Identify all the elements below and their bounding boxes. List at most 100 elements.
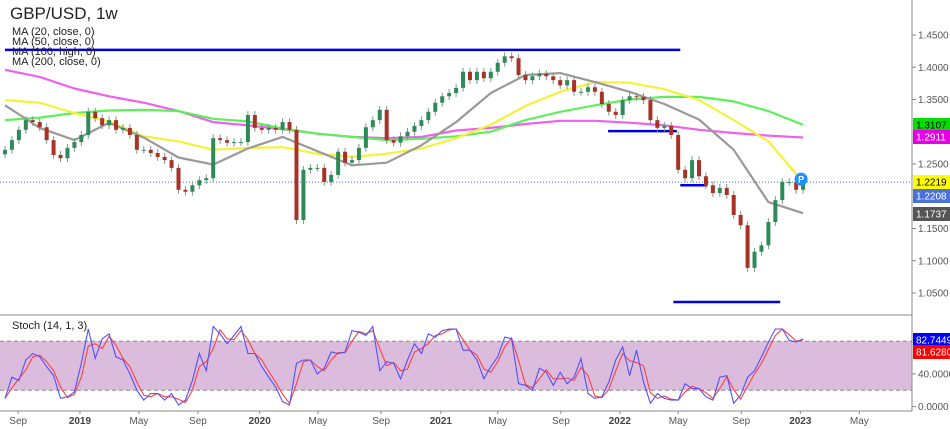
value-badge: [913, 189, 950, 203]
candle-body: [572, 80, 577, 92]
candle-body: [9, 140, 14, 150]
candle-body: [127, 127, 132, 135]
candle-body: [384, 109, 389, 141]
candle-body: [766, 222, 771, 246]
candle-body: [412, 125, 417, 132]
candle-body: [405, 131, 410, 137]
candle-body: [148, 149, 153, 154]
candle-body: [488, 71, 493, 79]
chart-title: GBP/USD, 1w: [10, 4, 118, 23]
indicator-legend: MA (20, close, 0) MA (50, close, 0) MA (…: [12, 26, 101, 68]
time-tick-label: May: [669, 416, 688, 427]
legend-ma200[interactable]: MA (200, close, 0): [12, 56, 101, 68]
time-tick-label: Sep: [372, 416, 390, 427]
candle-body: [280, 122, 285, 130]
candle-body: [322, 167, 327, 183]
candle-body: [44, 127, 49, 141]
candle-body: [86, 111, 91, 135]
candle-body: [343, 151, 348, 163]
candle-body: [683, 169, 688, 179]
candle-body: [197, 180, 202, 186]
candle-body: [273, 127, 278, 130]
candle-body: [509, 56, 514, 59]
candle-body: [336, 151, 341, 175]
candle-body: [669, 125, 674, 135]
candle-body: [627, 96, 632, 101]
candle-body: [655, 120, 660, 128]
value-badge-label: 1.2911: [916, 133, 946, 144]
candle-body: [16, 129, 21, 141]
candle-body: [65, 147, 70, 159]
candle-body: [544, 73, 549, 77]
candle-body: [558, 80, 563, 86]
legend-ma100[interactable]: MA (100, high, 0): [12, 46, 96, 58]
ma100-line: [4, 95, 804, 142]
candle-body: [350, 160, 354, 163]
candle-body: [523, 74, 528, 81]
value-badge-label: 1.3107: [916, 121, 947, 132]
candle-body: [238, 142, 243, 144]
candle-body: [516, 58, 521, 75]
candle-body: [495, 62, 500, 72]
candle-body: [266, 127, 271, 130]
candles-layer: P: [3, 52, 808, 272]
time-tick-label: May: [309, 416, 328, 427]
value-badge-label: 1.1737: [916, 210, 947, 221]
candle-body: [461, 71, 466, 88]
candle-body: [315, 167, 320, 169]
candle-body: [363, 127, 368, 148]
legend-ma50[interactable]: MA (50, close, 0): [12, 36, 95, 48]
time-tick-label: Sep: [732, 416, 750, 427]
drawn-levels-layer: [0, 48, 912, 304]
time-tick-label: Sep: [9, 416, 27, 427]
value-badge: [913, 175, 950, 189]
candle-body: [294, 129, 299, 221]
candle-body: [120, 127, 125, 130]
candle-body: [745, 225, 750, 268]
candle-body: [169, 160, 174, 168]
candle-body: [447, 93, 452, 97]
time-tick-label: 2023: [789, 416, 812, 427]
value-badge-label: 1.2219: [916, 178, 947, 189]
candle-body: [155, 153, 160, 157]
candle-body: [72, 142, 77, 148]
candle-body: [141, 149, 146, 151]
value-badge: [913, 333, 950, 347]
time-tick-label: 2022: [609, 416, 632, 427]
time-tick-label: May: [488, 416, 507, 427]
candle-body: [773, 200, 778, 223]
stoch-tick-label: 0.0000: [918, 402, 949, 413]
candle-body: [613, 111, 618, 115]
stoch-title[interactable]: Stoch (14, 1, 3): [12, 320, 88, 332]
candle-body: [752, 251, 757, 268]
time-tick-label: 2021: [430, 416, 453, 427]
candle-body: [530, 76, 535, 81]
candle-body: [641, 96, 646, 101]
candle-body: [794, 182, 799, 190]
moving-averages-layer: [4, 68, 804, 215]
candle-body: [356, 147, 361, 161]
time-tick-label: 2020: [249, 416, 272, 427]
candle-body: [481, 71, 486, 79]
candle-body: [454, 87, 459, 94]
candle-body: [731, 194, 736, 215]
legend-ma20[interactable]: MA (20, close, 0): [12, 26, 95, 38]
candle-body: [134, 134, 139, 150]
price-tick-label: 1.3500: [918, 95, 949, 106]
candle-body: [710, 185, 715, 194]
price-tick-label: 1.1500: [918, 224, 949, 235]
time-tick-label: Sep: [189, 416, 207, 427]
candle-body: [37, 122, 42, 128]
price-tick-label: 1.1000: [918, 256, 949, 267]
candle-body: [162, 156, 167, 161]
candle-body: [599, 91, 604, 105]
value-badge-label: 1.2208: [916, 192, 947, 203]
time-tick-label: 2019: [69, 416, 92, 427]
candle-body: [301, 169, 306, 221]
candle-body: [204, 178, 209, 181]
candle-body: [787, 182, 792, 184]
candle-body: [467, 71, 472, 81]
time-tick-label: Sep: [552, 416, 570, 427]
